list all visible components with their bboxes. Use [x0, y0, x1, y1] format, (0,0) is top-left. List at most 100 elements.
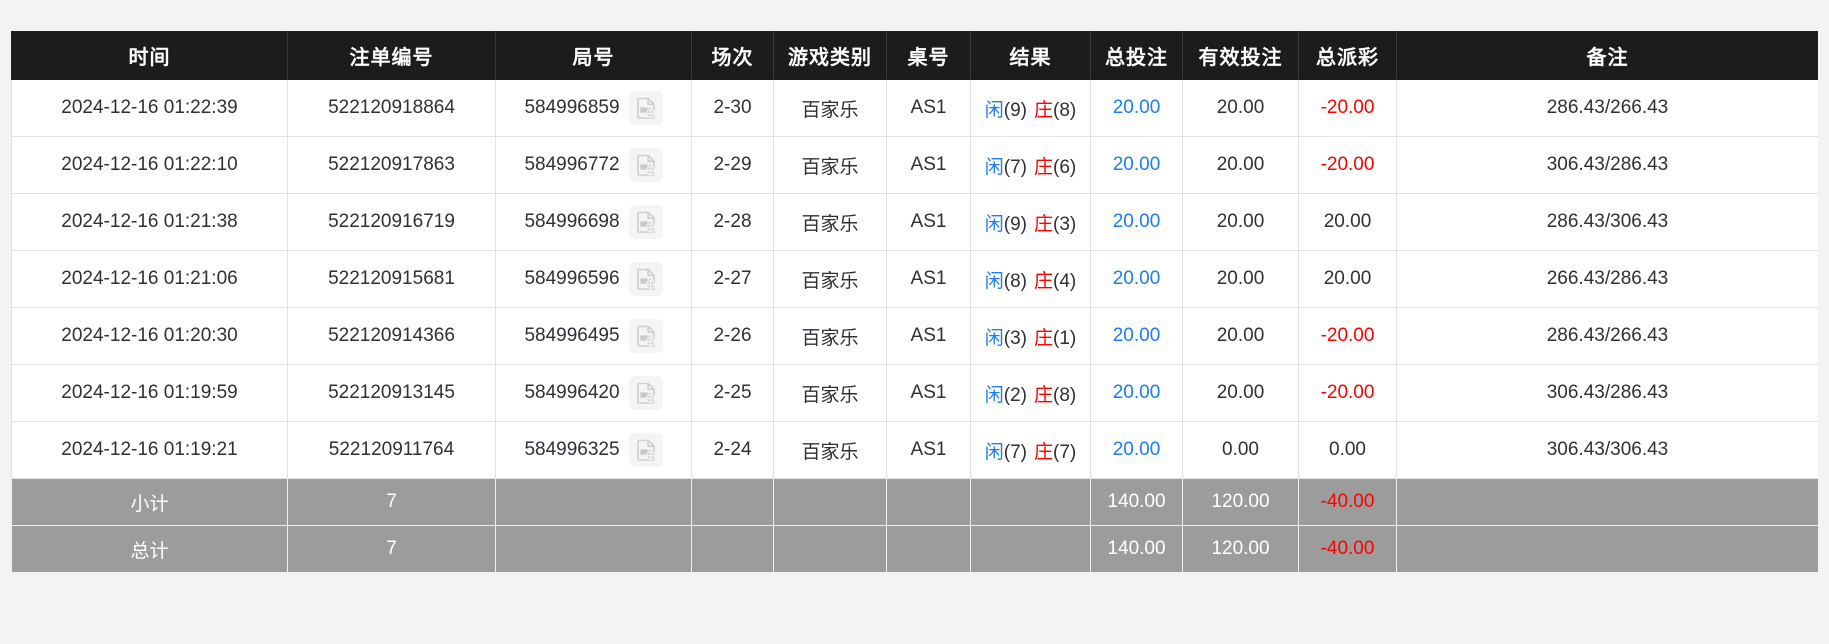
result-banker-points: (6): [1053, 156, 1077, 178]
shoe-round: 2-27: [713, 268, 752, 289]
cell-remark: 286.43/306.43: [1396, 193, 1819, 251]
result-banker-label: 庄: [1034, 99, 1054, 121]
shoe-round: 2-26: [713, 325, 752, 346]
round-number: 584996772: [524, 154, 620, 175]
bet-id: 522120915681: [328, 268, 455, 289]
result-player-points: (3): [1003, 327, 1027, 349]
cell-table-no: AS1: [886, 193, 971, 251]
summary-valid-bet-text: 120.00: [1211, 491, 1270, 512]
result-banker-label: 庄: [1034, 441, 1054, 463]
grandtotal-row: 总计 7 140.00 120.00 -40.00: [11, 525, 1819, 573]
table-row[interactable]: 2024-12-16 01:22:10 522120917863 584996772…: [11, 136, 1819, 194]
video-file-icon[interactable]: [628, 148, 663, 182]
valid-bet-amount: 20.00: [1216, 211, 1265, 232]
cell-shoe: 2-29: [691, 136, 774, 194]
subtotal-row: 小计 7 140.00 120.00 -40.00: [11, 478, 1819, 526]
remark-balance: 306.43/306.43: [1546, 439, 1669, 460]
table-row[interactable]: 2024-12-16 01:20:30 522120914366 584996495…: [11, 307, 1819, 365]
cell-bet-id: 522120917863: [287, 136, 496, 194]
result-player-label: 闲: [984, 156, 1004, 178]
cell-shoe: 2-30: [691, 79, 774, 137]
cell-shoe: 2-27: [691, 250, 774, 308]
column-header-payout[interactable]: 总派彩: [1298, 31, 1397, 80]
valid-bet-amount: 20.00: [1216, 382, 1265, 403]
result-banker-points: (7): [1053, 441, 1077, 463]
summary-table-no: [886, 478, 971, 526]
cell-payout: -20.00: [1298, 79, 1397, 137]
summary-count-text: 7: [386, 538, 397, 559]
cell-remark: 306.43/306.43: [1396, 421, 1819, 479]
result-player-points: (2): [1003, 384, 1027, 406]
video-file-icon[interactable]: [628, 205, 663, 239]
total-bet-amount[interactable]: 20.00: [1112, 211, 1161, 232]
total-bet-amount[interactable]: 20.00: [1112, 439, 1161, 460]
valid-bet-amount: 0.00: [1222, 439, 1259, 460]
cell-total-bet: 20.00: [1090, 421, 1183, 479]
cell-payout: -20.00: [1298, 136, 1397, 194]
valid-bet-amount: 20.00: [1216, 325, 1265, 346]
cell-remark: 286.43/266.43: [1396, 307, 1819, 365]
result-banker-label: 庄: [1034, 270, 1054, 292]
table-row[interactable]: 2024-12-16 01:21:38 522120916719 584996698…: [11, 193, 1819, 251]
summary-result: [970, 478, 1091, 526]
shoe-round: 2-29: [713, 154, 752, 175]
result-value: 闲(3) 庄(1): [985, 328, 1077, 349]
table-row[interactable]: 2024-12-16 01:21:06 522120915681 584996596…: [11, 250, 1819, 308]
table-row[interactable]: 2024-12-16 01:22:39 522120918864 584996859…: [11, 79, 1819, 137]
column-header-table-no[interactable]: 桌号: [886, 31, 971, 80]
cell-round: 584996495: [495, 307, 692, 365]
table-row[interactable]: 2024-12-16 01:19:21 522120911764 584996325…: [11, 421, 1819, 479]
result-player-label: 闲: [984, 327, 1004, 349]
video-file-icon[interactable]: [628, 91, 663, 125]
table-row[interactable]: 2024-12-16 01:19:59 522120913145 584996420…: [11, 364, 1819, 422]
remark-balance: 286.43/266.43: [1546, 97, 1669, 118]
video-file-icon[interactable]: [628, 319, 663, 353]
column-header-time[interactable]: 时间: [11, 31, 288, 80]
cell-game-type: 百家乐: [773, 307, 887, 365]
payout-amount: 0.00: [1329, 439, 1366, 460]
column-header-round[interactable]: 局号: [495, 31, 692, 80]
video-file-icon[interactable]: [628, 262, 663, 296]
video-file-icon[interactable]: [628, 376, 663, 410]
payout-amount: -20.00: [1320, 325, 1375, 346]
valid-bet-amount: 20.00: [1216, 154, 1265, 175]
remark-balance: 286.43/306.43: [1546, 211, 1669, 232]
cell-payout: 0.00: [1298, 421, 1397, 479]
total-bet-amount[interactable]: 20.00: [1112, 154, 1161, 175]
column-header-remark[interactable]: 备注: [1396, 31, 1819, 80]
column-header-game[interactable]: 游戏类别: [773, 31, 887, 80]
table-header-row: 时间 注单编号 局号 场次 游戏类别 桌号 结果 总投注 有效投注 总派彩 备注: [11, 31, 1819, 80]
video-file-icon[interactable]: [628, 433, 663, 467]
cell-shoe: 2-26: [691, 307, 774, 365]
bet-id: 522120917863: [328, 154, 455, 175]
summary-count: 7: [287, 478, 496, 526]
cell-shoe: 2-28: [691, 193, 774, 251]
cell-table-no: AS1: [886, 364, 971, 422]
cell-game-type: 百家乐: [773, 250, 887, 308]
cell-payout: 20.00: [1298, 193, 1397, 251]
cell-table-no: AS1: [886, 250, 971, 308]
cell-time: 2024-12-16 01:19:21: [11, 421, 288, 479]
column-header-total-bet[interactable]: 总投注: [1090, 31, 1183, 80]
column-header-valid-bet[interactable]: 有效投注: [1182, 31, 1299, 80]
total-bet-amount[interactable]: 20.00: [1112, 382, 1161, 403]
cell-round: 584996859: [495, 79, 692, 137]
payout-amount: -20.00: [1320, 382, 1375, 403]
cell-bet-id: 522120915681: [287, 250, 496, 308]
total-bet-amount[interactable]: 20.00: [1112, 97, 1161, 118]
column-header-bet-id[interactable]: 注单编号: [287, 31, 496, 80]
table-number: AS1: [910, 439, 947, 460]
cell-round: 584996325: [495, 421, 692, 479]
column-header-result[interactable]: 结果: [970, 31, 1091, 80]
cell-valid-bet: 0.00: [1182, 421, 1299, 479]
cell-valid-bet: 20.00: [1182, 79, 1299, 137]
total-bet-amount[interactable]: 20.00: [1112, 268, 1161, 289]
cell-game-type: 百家乐: [773, 364, 887, 422]
bet-time: 2024-12-16 01:19:21: [61, 439, 238, 460]
summary-valid-bet: 120.00: [1182, 525, 1299, 573]
cell-payout: -20.00: [1298, 307, 1397, 365]
column-header-shoe[interactable]: 场次: [691, 31, 774, 80]
result-value: 闲(9) 庄(3): [985, 214, 1077, 235]
total-bet-amount[interactable]: 20.00: [1112, 325, 1161, 346]
payout-amount: 20.00: [1323, 268, 1372, 289]
